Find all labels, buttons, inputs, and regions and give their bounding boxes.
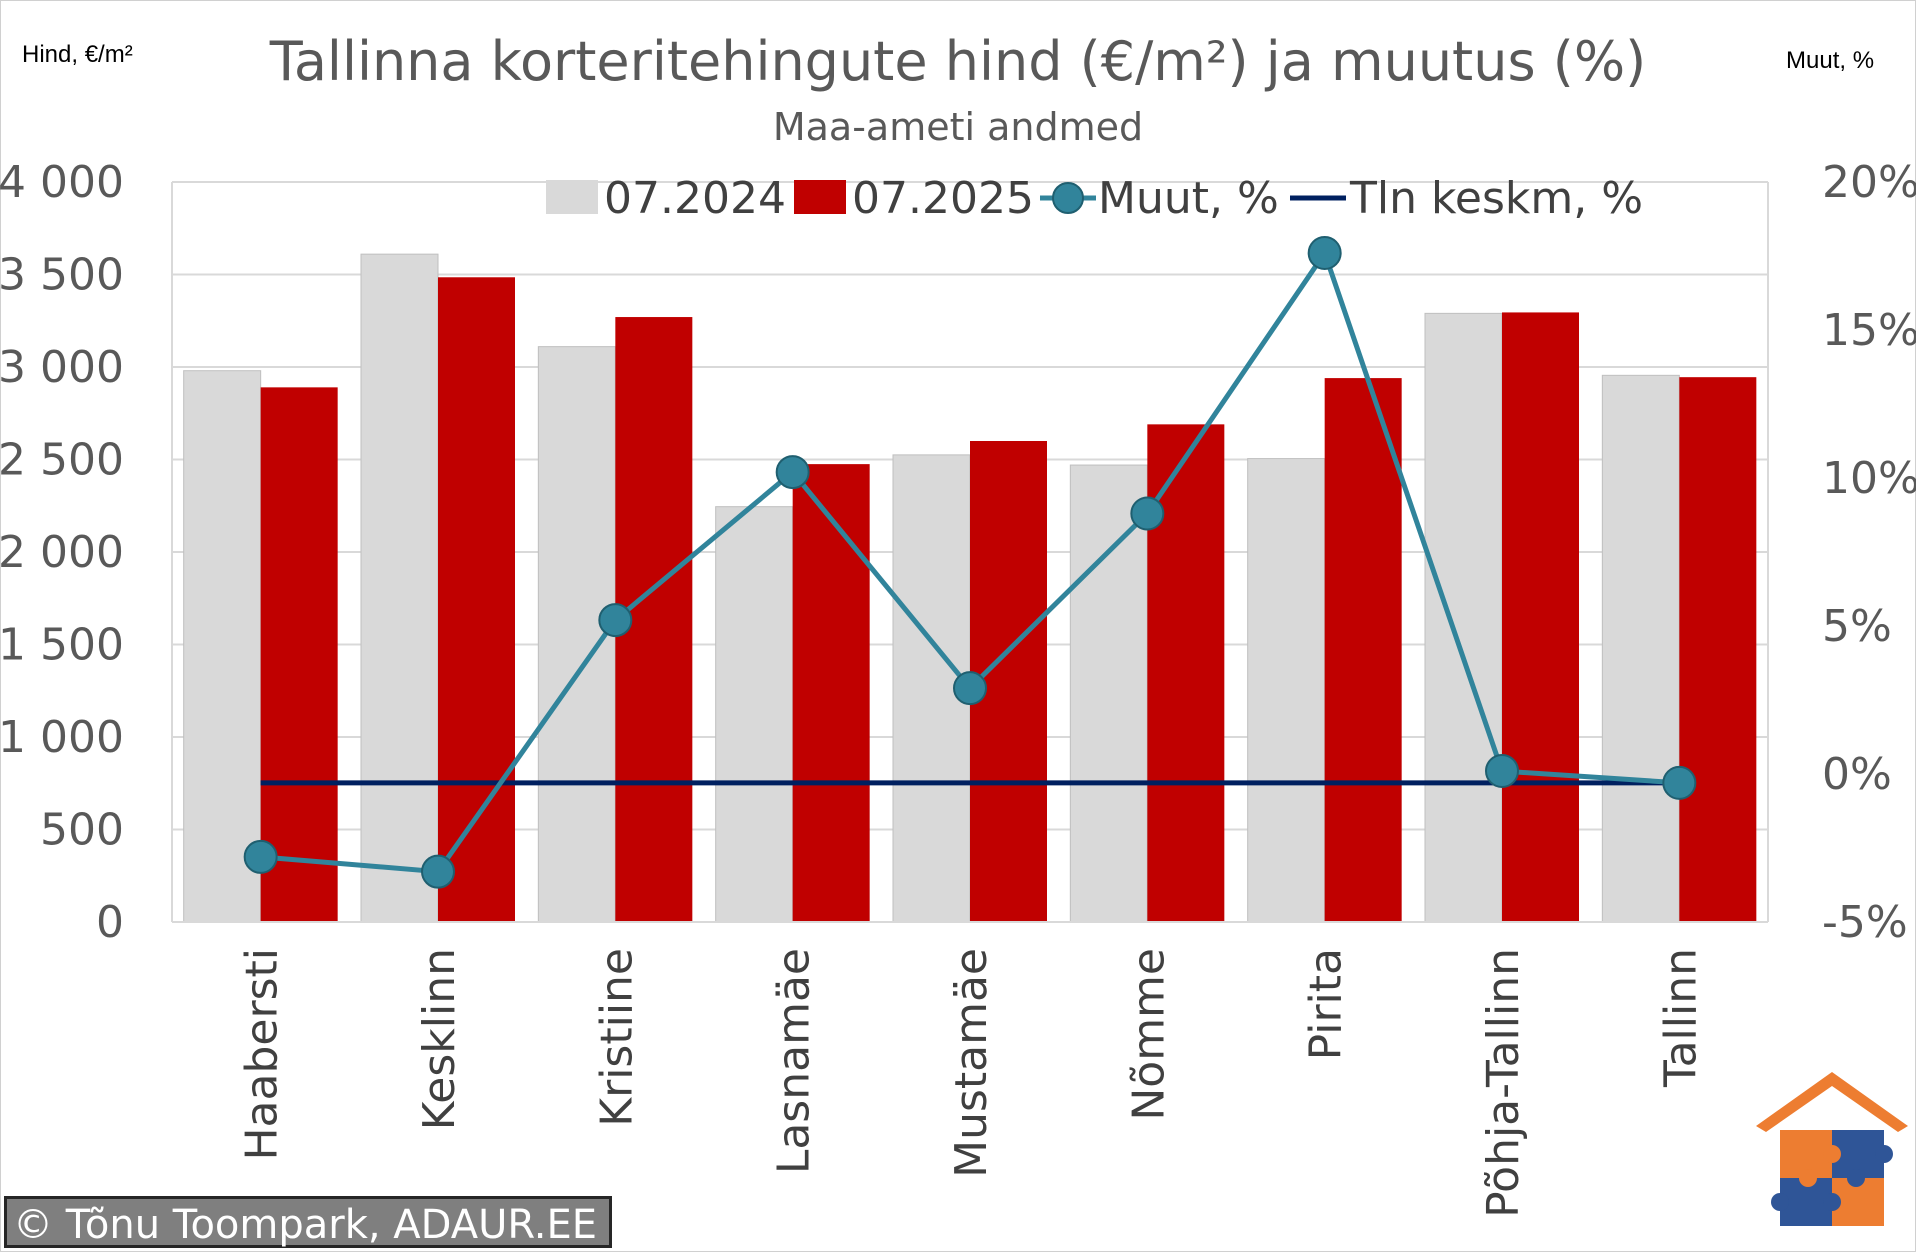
legend-swatch-2025: [794, 180, 846, 214]
change-marker: [953, 671, 987, 706]
bar: [1679, 377, 1757, 922]
change-marker: [421, 854, 455, 889]
bar: [260, 387, 338, 923]
left-tick-label: 500: [40, 805, 124, 856]
left-tick-label: 4 000: [0, 157, 124, 208]
change-marker: [1662, 765, 1697, 800]
left-tick-label: 1 500: [0, 620, 124, 671]
category-label: Mustamäe: [946, 948, 997, 1178]
category-label: Lasnamäe: [769, 948, 820, 1174]
change-marker: [1485, 754, 1519, 789]
legend-marker-change: [1052, 182, 1084, 214]
left-tick-label: 0: [96, 897, 124, 948]
right-tick-label: 10%: [1822, 453, 1916, 504]
change-marker: [775, 455, 810, 490]
bars: [183, 253, 1757, 923]
copyright-badge: © Tõnu Toompark, ADAUR.EE: [4, 1196, 613, 1248]
legend-label-average: Tln keskm, %: [1349, 173, 1643, 224]
legend-label-2024: 07.2024: [604, 173, 786, 224]
bar: [1424, 312, 1503, 923]
left-tick-label: 1 000: [0, 712, 124, 763]
legend-label-change: Muut, %: [1098, 173, 1279, 224]
bar: [792, 464, 870, 922]
category-label: Kesklinn: [414, 948, 465, 1130]
bar: [715, 506, 794, 923]
right-tick-label: -5%: [1822, 897, 1908, 948]
left-tick-label: 2 500: [0, 435, 124, 486]
bar: [1247, 458, 1326, 923]
legend: 07.2024 07.2025 Muut, % Tln keskm, %: [546, 173, 1643, 224]
bar: [1324, 378, 1402, 923]
bar: [183, 370, 262, 923]
change-marker: [1307, 236, 1342, 271]
category-label: Kristiine: [591, 948, 642, 1127]
right-tick-label: 15%: [1822, 305, 1916, 356]
chart-subtitle: Maa-ameti andmed: [773, 105, 1143, 149]
category-label: Pirita: [1301, 948, 1352, 1060]
bar: [438, 277, 515, 922]
left-tick-label: 3 500: [0, 250, 124, 301]
category-label: Nõmme: [1123, 948, 1174, 1121]
category-label: Haabersti: [237, 948, 288, 1161]
legend-label-2025: 07.2025: [852, 173, 1034, 224]
bar: [360, 253, 439, 923]
bar: [1601, 374, 1680, 923]
axes: 0 500 1 000 1 500 2 000 2 500 3 000 3 500 4 000 -…: [0, 157, 1916, 1218]
change-marker: [243, 839, 278, 874]
left-tick-label: 3 000: [0, 342, 124, 393]
chart-title: Tallinna korteritehingute hind (€/m²) ja…: [269, 30, 1646, 93]
right-axis-unit: Muut, %: [1786, 47, 1874, 74]
category-label: Põhja-Tallinn: [1478, 948, 1529, 1218]
lines: [243, 236, 1697, 889]
legend-swatch-2024: [546, 180, 598, 214]
right-tick-label: 20%: [1822, 157, 1916, 208]
right-tick-label: 0%: [1822, 749, 1892, 800]
bar: [1069, 464, 1148, 923]
change-marker: [1130, 496, 1165, 531]
category-label: Tallinn: [1655, 948, 1706, 1088]
bar: [1502, 312, 1579, 922]
left-axis-unit: Hind, €/m²: [22, 41, 133, 68]
change-marker: [598, 603, 633, 638]
right-tick-label: 5%: [1822, 601, 1892, 652]
house-puzzle-logo: [1756, 1072, 1908, 1226]
left-tick-label: 2 000: [0, 527, 124, 578]
